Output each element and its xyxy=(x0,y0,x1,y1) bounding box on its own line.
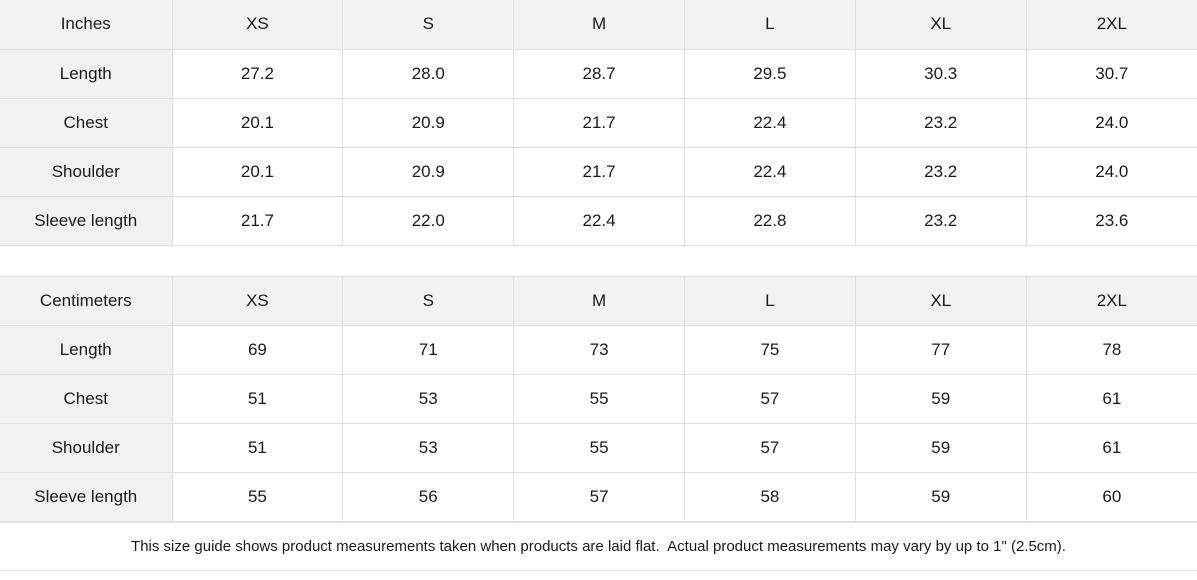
inches-size-header-2xl: 2XL xyxy=(1026,0,1197,50)
measurement-cell: 53 xyxy=(342,423,515,473)
centimeters-size-header-m: M xyxy=(513,276,685,326)
measurement-cell: 28.0 xyxy=(342,49,515,99)
measurement-cell: 53 xyxy=(342,374,515,424)
inches-row-shoulder: Shoulder 20.1 20.9 21.7 22.4 23.2 24.0 xyxy=(0,147,1197,197)
inches-row-sleeve-length: Sleeve length 21.7 22.0 22.4 22.8 23.2 2… xyxy=(0,196,1197,246)
measurement-cell: 22.8 xyxy=(684,196,856,246)
inches-unit-header: Inches xyxy=(0,0,173,50)
measurement-cell: 23.2 xyxy=(855,196,1027,246)
row-label: Length xyxy=(0,49,173,99)
centimeters-header-row: Centimeters XS S M L XL 2XL xyxy=(0,276,1197,326)
measurement-cell: 69 xyxy=(172,325,344,375)
measurement-cell: 24.0 xyxy=(1026,98,1197,148)
measurement-cell: 28.7 xyxy=(513,49,685,99)
measurement-cell: 59 xyxy=(855,374,1027,424)
measurement-cell: 51 xyxy=(172,374,344,424)
inches-size-header-l: L xyxy=(684,0,856,50)
centimeters-row-shoulder: Shoulder 51 53 55 57 59 61 xyxy=(0,423,1197,473)
centimeters-row-sleeve-length: Sleeve length 55 56 57 58 59 60 xyxy=(0,472,1197,522)
centimeters-size-header-xs: XS xyxy=(172,276,344,326)
measurement-cell: 55 xyxy=(513,423,685,473)
centimeters-unit-header: Centimeters xyxy=(0,276,173,326)
centimeters-size-table: Centimeters XS S M L XL 2XL Length 69 71… xyxy=(0,275,1197,522)
row-label: Shoulder xyxy=(0,423,173,473)
measurement-cell: 51 xyxy=(172,423,344,473)
measurement-cell: 23.2 xyxy=(855,98,1027,148)
row-label: Chest xyxy=(0,98,173,148)
measurement-cell: 71 xyxy=(342,325,515,375)
row-label: Length xyxy=(0,325,173,375)
measurement-cell: 22.4 xyxy=(684,98,856,148)
measurement-cell: 77 xyxy=(855,325,1027,375)
row-label: Shoulder xyxy=(0,147,173,197)
measurement-cell: 78 xyxy=(1026,325,1197,375)
measurement-cell: 21.7 xyxy=(513,98,685,148)
measurement-cell: 20.9 xyxy=(342,147,515,197)
measurement-cell: 20.1 xyxy=(172,98,344,148)
inches-row-length: Length 27.2 28.0 28.7 29.5 30.3 30.7 xyxy=(0,49,1197,99)
inches-size-header-s: S xyxy=(342,0,515,50)
measurement-cell: 24.0 xyxy=(1026,147,1197,197)
measurement-cell: 58 xyxy=(684,472,856,522)
centimeters-size-header-2xl: 2XL xyxy=(1026,276,1197,326)
measurement-cell: 61 xyxy=(1026,423,1197,473)
row-label: Sleeve length xyxy=(0,472,173,522)
measurement-cell: 73 xyxy=(513,325,685,375)
measurement-cell: 27.2 xyxy=(172,49,344,99)
measurement-cell: 30.7 xyxy=(1026,49,1197,99)
measurement-cell: 75 xyxy=(684,325,856,375)
measurement-cell: 23.2 xyxy=(855,147,1027,197)
measurement-cell: 30.3 xyxy=(855,49,1027,99)
centimeters-size-header-xl: XL xyxy=(855,276,1027,326)
measurement-cell: 55 xyxy=(513,374,685,424)
inches-size-header-m: M xyxy=(513,0,685,50)
inches-size-table: Inches XS S M L XL 2XL Length 27.2 28.0 … xyxy=(0,0,1197,246)
measurement-cell: 22.4 xyxy=(684,147,856,197)
measurement-cell: 57 xyxy=(684,423,856,473)
table-section-gap xyxy=(0,245,1197,276)
centimeters-size-header-s: S xyxy=(342,276,515,326)
centimeters-size-header-l: L xyxy=(684,276,856,326)
inches-size-header-xl: XL xyxy=(855,0,1027,50)
measurement-cell: 59 xyxy=(855,423,1027,473)
measurement-cell: 20.1 xyxy=(172,147,344,197)
inches-header-row: Inches XS S M L XL 2XL xyxy=(0,0,1197,50)
measurement-cell: 20.9 xyxy=(342,98,515,148)
measurement-cell: 57 xyxy=(513,472,685,522)
inches-size-header-xs: XS xyxy=(172,0,344,50)
measurement-cell: 29.5 xyxy=(684,49,856,99)
row-label: Sleeve length xyxy=(0,196,173,246)
measurement-cell: 57 xyxy=(684,374,856,424)
inches-row-chest: Chest 20.1 20.9 21.7 22.4 23.2 24.0 xyxy=(0,98,1197,148)
measurement-cell: 21.7 xyxy=(513,147,685,197)
row-label: Chest xyxy=(0,374,173,424)
measurement-cell: 22.4 xyxy=(513,196,685,246)
measurement-cell: 61 xyxy=(1026,374,1197,424)
measurement-cell: 59 xyxy=(855,472,1027,522)
size-guide-disclaimer: This size guide shows product measuremen… xyxy=(0,521,1197,571)
centimeters-row-length: Length 69 71 73 75 77 78 xyxy=(0,325,1197,375)
measurement-cell: 60 xyxy=(1026,472,1197,522)
measurement-cell: 55 xyxy=(172,472,344,522)
measurement-cell: 21.7 xyxy=(172,196,344,246)
measurement-cell: 56 xyxy=(342,472,515,522)
measurement-cell: 22.0 xyxy=(342,196,515,246)
measurement-cell: 23.6 xyxy=(1026,196,1197,246)
centimeters-row-chest: Chest 51 53 55 57 59 61 xyxy=(0,374,1197,424)
